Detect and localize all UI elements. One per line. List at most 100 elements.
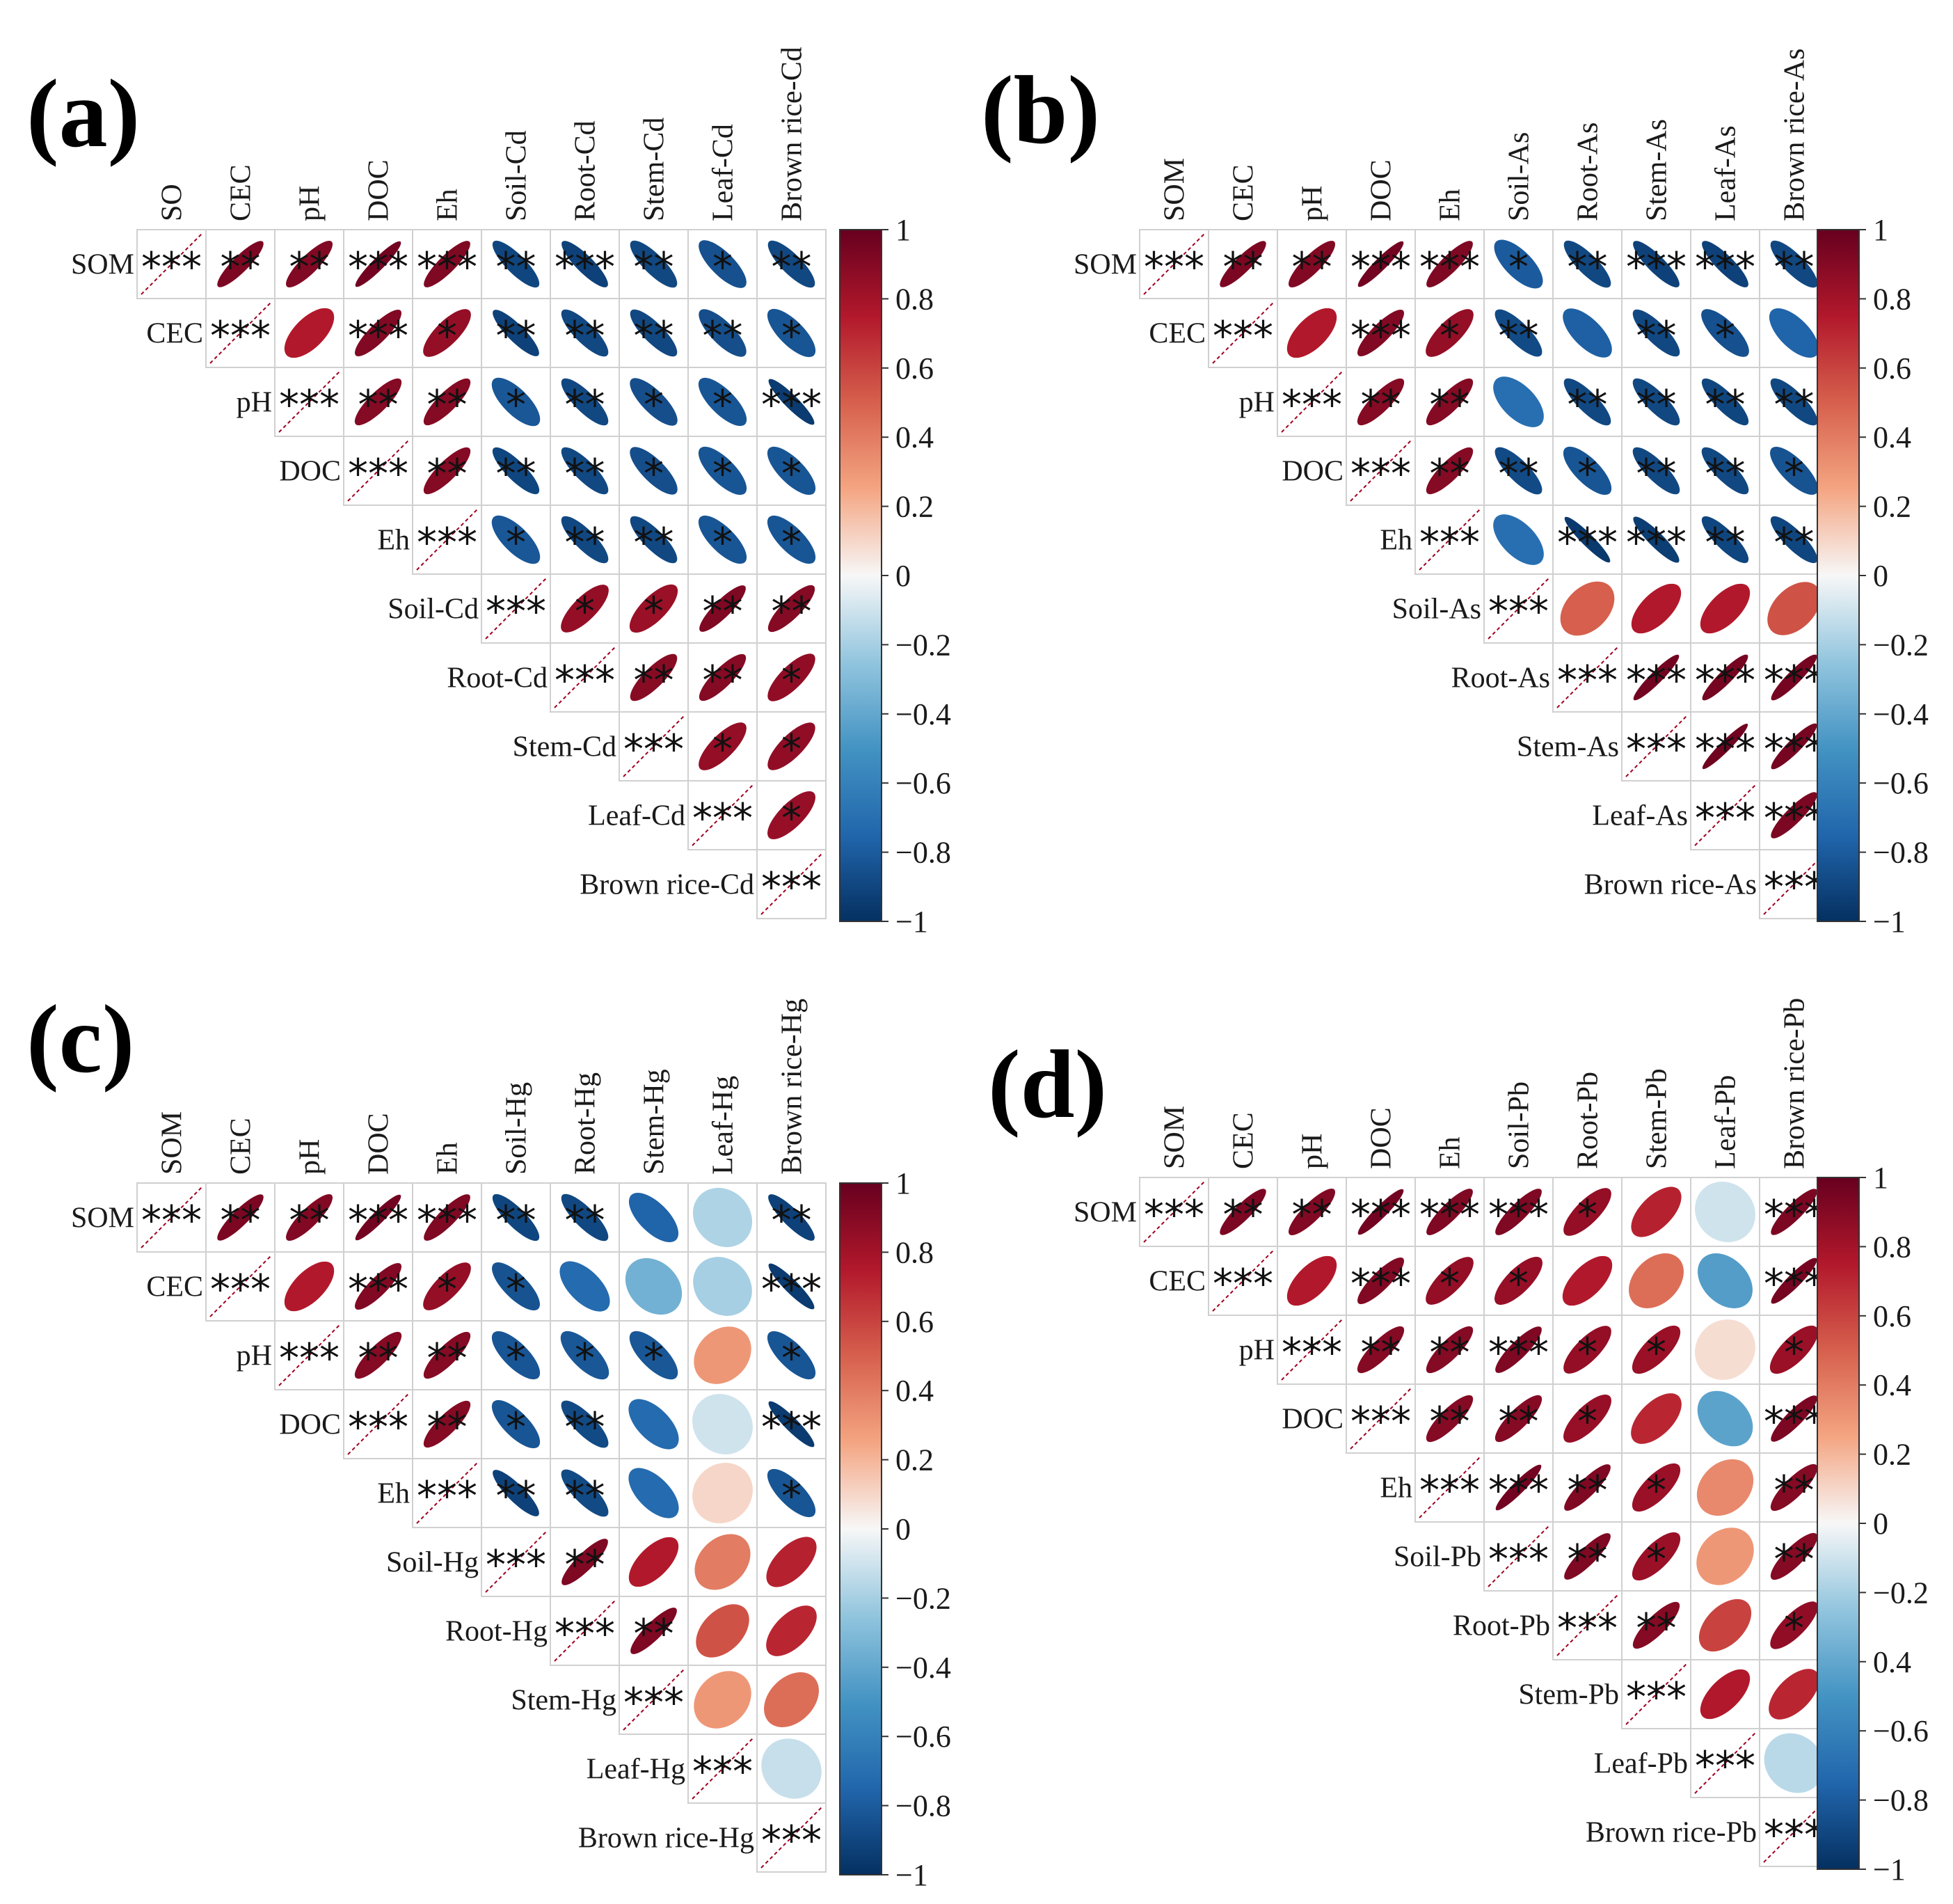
panel-b-ellipse (1560, 581, 1615, 636)
panel-c-sig: ** (565, 1404, 605, 1451)
panel-c-ellipse (491, 1331, 541, 1380)
panel-b-diag-sig: *** (1282, 381, 1342, 429)
panel-a-sig: * (575, 588, 595, 635)
panel-b-sig: * (1784, 450, 1804, 498)
panel-d-sig: *** (1488, 1467, 1549, 1514)
panel-c-diag-line (692, 1738, 754, 1800)
panel-b-sig: ** (1499, 312, 1539, 360)
panel-b-ellipse (1702, 723, 1748, 770)
panel-a-diag-sig: *** (761, 864, 822, 911)
panel-d-ellipse (1220, 1189, 1266, 1235)
panel-b-colorbar-tick-label: 0.2 (1873, 490, 1911, 524)
panel-d-sig: ** (1774, 1467, 1815, 1514)
panel-a-col-label: DOC (363, 159, 395, 221)
panel-a-ellipse (767, 585, 815, 633)
panel-a-sig: * (781, 312, 802, 360)
panel-c-sig: ** (634, 1610, 674, 1658)
panel-b-diag-sig: *** (1626, 726, 1687, 773)
panel-b-sig: ** (1430, 450, 1470, 498)
panel-c-ellipse (423, 1400, 471, 1448)
panel-d-colorbar-tick-label: −0.2 (1873, 1576, 1929, 1610)
panel-b-col-label: Root-As (1572, 122, 1604, 221)
panel-c-sig: * (506, 1404, 526, 1451)
panel-c-sig: ** (565, 1473, 605, 1520)
panel-a-ellipse (630, 309, 678, 357)
panel-d-sig: ** (1430, 1398, 1470, 1445)
panel-c-sig: ** (565, 1197, 605, 1244)
panel-a-diag-line (141, 233, 202, 295)
panel-d-sig: ** (1568, 1467, 1608, 1514)
panel-a-diag-cell (756, 849, 827, 919)
panel-d: (d) SOM CEC pH DOC Eh Soil-Pb Root-Pb Stem-Pb Lea… (988, 998, 1929, 1887)
panel-a-diag-sig: *** (210, 312, 271, 360)
panel-b-ellipse (1771, 654, 1817, 701)
panel-c-ellipse (492, 1262, 540, 1310)
panel-b-ellipse (1702, 241, 1748, 287)
panel-a-row-label: DOC (279, 456, 341, 488)
panel-d-diag-sig: *** (1764, 1811, 1824, 1859)
panel-a-sig: ** (703, 312, 743, 360)
panel-a-ellipse (493, 310, 539, 356)
panel-c-ellipse (766, 1537, 817, 1587)
panel-b-sig: *** (1764, 795, 1824, 842)
panel-b-ellipse (1633, 516, 1680, 563)
panel-c-sig: *** (761, 1266, 822, 1313)
panel-a-col-label: Root-Cd (570, 120, 602, 221)
panel-b-ellipse (1357, 378, 1405, 426)
panel-d-colorbar-tick-label: −0.6 (1873, 1714, 1929, 1748)
panel-b-colorbar-tick-label: −0.4 (1873, 697, 1929, 731)
panel-d-ellipse (1357, 1258, 1404, 1304)
panel-b-ellipse (1769, 308, 1819, 358)
panel-b-sig: ** (1568, 244, 1608, 291)
panel-b-ellipse (1357, 241, 1404, 287)
panel-d-sig: * (1784, 1329, 1804, 1377)
panel-c-ellipse (694, 1326, 751, 1384)
panel-b-col-label: Stem-As (1641, 119, 1673, 221)
panel-c-diag-sig: *** (417, 1473, 477, 1520)
panel-b-col-label: Eh (1435, 189, 1467, 221)
panel-d-col-label: SOM (1159, 1106, 1191, 1169)
panel-d-sig: ** (1636, 1605, 1677, 1652)
panel-a-row-label: CEC (146, 318, 203, 350)
panel-a-sig: ** (634, 657, 674, 704)
panel-d-ellipse (1495, 1464, 1542, 1511)
panel-d-ellipse (1629, 1253, 1684, 1308)
panel-a-ellipse (424, 241, 470, 287)
panel-a-col-label: Leaf-Cd (708, 124, 740, 221)
panel-d-diag-line (1143, 1181, 1205, 1243)
panel-b-ellipse (1493, 514, 1544, 565)
panel-c-row-label: CEC (146, 1271, 203, 1303)
panel-a-sig: * (506, 381, 526, 429)
panel-c-diag-sig: *** (623, 1679, 684, 1727)
panel-a-col-label: Soil-Cd (501, 130, 533, 221)
panel-d-ellipse (1770, 1463, 1818, 1512)
panel-b-ellipse (1701, 309, 1749, 357)
panel-a-col-label: Brown rice-Cd (776, 47, 808, 221)
panel-d-diag-line (1556, 1594, 1618, 1656)
panel-d-diag-line (1212, 1250, 1274, 1312)
panel-a-ellipse (767, 515, 816, 564)
panel-d-sig: * (1577, 1329, 1597, 1377)
panel-a-col-label: Stem-Cd (639, 118, 671, 221)
panel-b-diag-line (1556, 646, 1618, 708)
panel-b-ellipse (1494, 309, 1543, 357)
panel-c-ellipse (423, 1262, 471, 1310)
panel-a-sig: ** (427, 450, 468, 498)
panel-d-row-label: DOC (1282, 1404, 1344, 1436)
panel-b-ellipse (1289, 241, 1335, 287)
panel-a-row-label: SOM (71, 249, 134, 281)
panel-a-colorbar-tick-label: −0.2 (895, 628, 951, 662)
panel-c-diag-line (760, 1807, 822, 1869)
panel-a-ellipse (699, 240, 747, 288)
panel-c-ellipse (424, 1194, 470, 1241)
panel-d-ellipse (1696, 1528, 1754, 1585)
panel-d-ellipse (1632, 1532, 1681, 1581)
panel-d-ellipse (1632, 1325, 1681, 1374)
panel-b-ellipse (1632, 447, 1680, 495)
panel-a-ellipse (491, 515, 541, 564)
panel-c-ellipse (768, 1263, 815, 1310)
panel-d-ellipse (1426, 1189, 1473, 1235)
panel-b-colorbar-tick-label: 0 (1873, 559, 1888, 593)
panel-c-diag-line (623, 1669, 685, 1731)
